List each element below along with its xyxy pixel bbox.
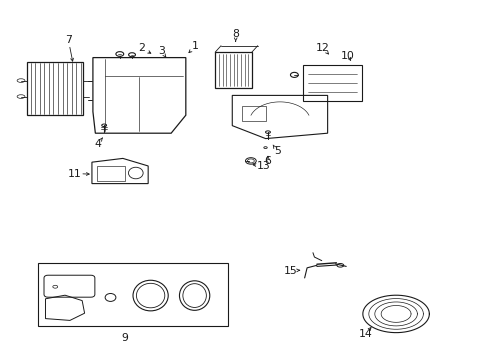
Bar (38, 263, 227, 326)
Text: 7: 7 (65, 35, 72, 45)
Text: 1: 1 (192, 41, 199, 51)
Text: 10: 10 (341, 51, 354, 61)
Text: 15: 15 (284, 266, 297, 276)
Text: 6: 6 (264, 156, 271, 166)
Bar (242, 106, 265, 121)
Bar (215, 52, 251, 88)
Text: 4: 4 (94, 139, 101, 149)
Text: 5: 5 (273, 146, 280, 156)
Bar (97, 166, 125, 181)
Text: 2: 2 (138, 43, 145, 53)
Text: 8: 8 (232, 29, 239, 39)
Text: 3: 3 (158, 46, 164, 56)
Text: 9: 9 (121, 333, 128, 343)
Text: 14: 14 (358, 329, 371, 339)
Text: 12: 12 (315, 42, 329, 53)
Bar (303, 65, 361, 101)
Text: 13: 13 (257, 161, 270, 171)
Text: 11: 11 (67, 168, 81, 179)
